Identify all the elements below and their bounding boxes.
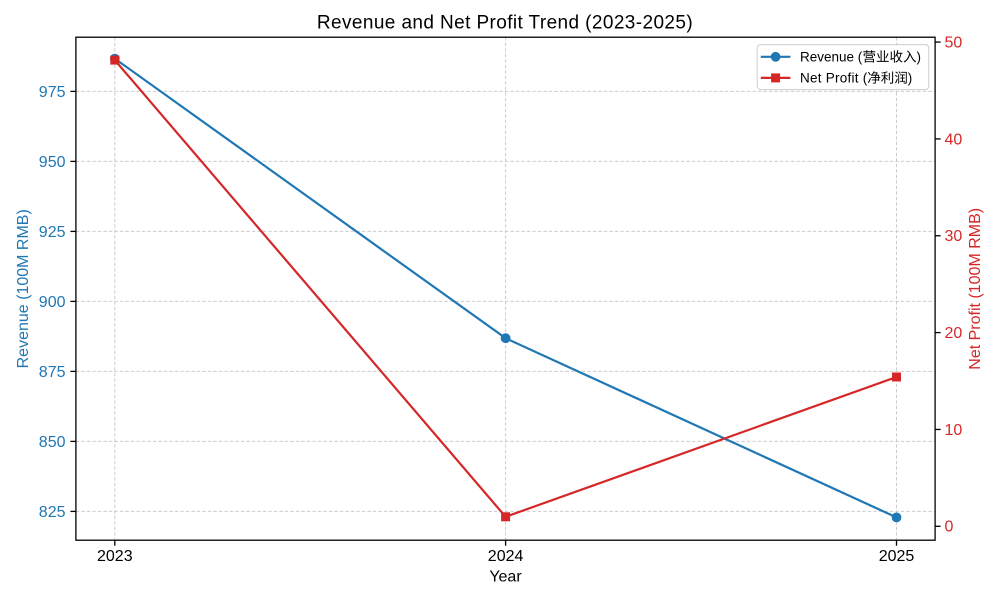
svg-text:Year: Year: [489, 569, 522, 586]
svg-text:40: 40: [945, 131, 963, 148]
svg-text:Revenue and Net Profit Trend (: Revenue and Net Profit Trend (2023-2025): [317, 13, 693, 34]
svg-text:825: 825: [39, 504, 66, 521]
svg-text:Revenue (: Revenue (: [800, 50, 863, 65]
svg-text:875: 875: [39, 364, 66, 381]
svg-text:950: 950: [39, 154, 66, 171]
svg-text:850: 850: [39, 434, 66, 451]
svg-text:20: 20: [945, 325, 963, 342]
svg-text:900: 900: [39, 294, 66, 311]
svg-text:975: 975: [39, 84, 66, 101]
svg-text:Net Profit (: Net Profit (: [800, 71, 868, 86]
svg-text:): ): [908, 71, 913, 86]
svg-text:30: 30: [945, 228, 963, 245]
svg-text:Revenue (100M RMB): Revenue (100M RMB): [15, 209, 32, 368]
svg-text:2025: 2025: [879, 548, 915, 565]
svg-text:2024: 2024: [488, 548, 524, 565]
svg-text:925: 925: [39, 224, 66, 241]
svg-text:50: 50: [945, 34, 963, 51]
svg-text:0: 0: [945, 519, 954, 536]
svg-text:2023: 2023: [97, 548, 133, 565]
svg-text:Net Profit (100M RMB): Net Profit (100M RMB): [967, 208, 984, 370]
svg-text:): ): [917, 50, 922, 65]
svg-text:10: 10: [945, 422, 963, 439]
